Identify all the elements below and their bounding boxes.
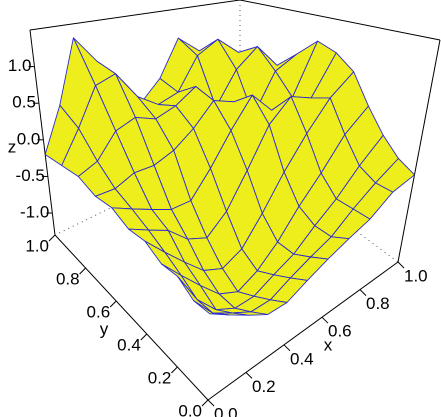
z-tick-label: 0.5 [12,93,36,112]
surface-cell [193,300,230,316]
y-tick-label: 0.4 [117,335,141,354]
y-tick-label: 1.0 [25,236,49,255]
y-tick [140,333,148,341]
y-tick [109,300,117,308]
y-tick [201,399,209,407]
box-edge [397,39,441,263]
y-tick-label: 0.8 [56,269,80,288]
x-tick [207,399,215,407]
x-tick [245,372,253,379]
y-axis-label: y [100,319,109,338]
box-edge [29,0,241,31]
y-tick [171,366,178,374]
y-tick-label: 0.2 [148,368,172,387]
z-tick-label: 1.0 [8,56,32,75]
x-tick-label: 0.2 [252,377,276,396]
box-edge [207,261,399,401]
x-tick [397,261,405,269]
box-edge [29,29,56,236]
y-tick [48,234,56,242]
box-edge [54,234,209,401]
z-axis-label: z [8,137,17,156]
y-tick [79,267,86,275]
z-tick-label: -1.0 [20,203,49,222]
z-tick-label: 0.0 [17,129,41,148]
z-tick-label: -0.5 [16,166,45,185]
box-edge [239,0,441,41]
x-tick [359,289,367,296]
x-tick-label: 0.6 [328,322,352,341]
x-tick-label: 0.8 [366,294,390,313]
x-tick-label: 0.4 [290,349,314,368]
x-axis-label: x [324,335,333,354]
y-tick-label: 0.6 [87,302,111,321]
x-tick [283,344,291,352]
y-tick-label: 0.0 [178,401,202,417]
x-tick-label: 1.0 [404,266,428,285]
x-tick [321,316,329,324]
x-tick-label: 0.0 [214,404,238,417]
